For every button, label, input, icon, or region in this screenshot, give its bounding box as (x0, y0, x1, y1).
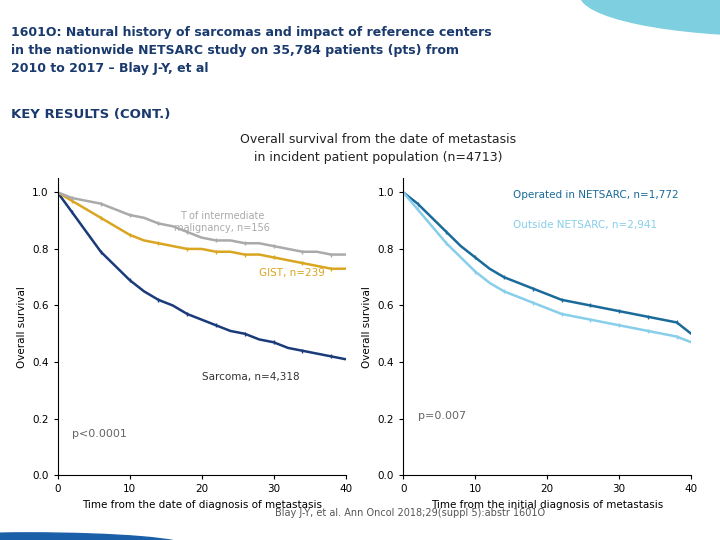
X-axis label: Time from the initial diagnosis of metastasis: Time from the initial diagnosis of metas… (431, 500, 663, 510)
Text: Outside NETSARC, n=2,941: Outside NETSARC, n=2,941 (513, 220, 657, 230)
Text: GIST, n=239: GIST, n=239 (259, 268, 325, 278)
Text: T of intermediate
malignancy, n=156: T of intermediate malignancy, n=156 (174, 211, 270, 233)
Text: Operated in NETSARC, n=1,772: Operated in NETSARC, n=1,772 (513, 190, 678, 200)
Text: p<0.0001: p<0.0001 (72, 429, 127, 438)
Text: KEY RESULTS (CONT.): KEY RESULTS (CONT.) (11, 108, 170, 122)
Text: Overall survival from the date of metastasis
in incident patient population (n=4: Overall survival from the date of metast… (240, 133, 516, 164)
Circle shape (0, 533, 187, 540)
Y-axis label: Overall survival: Overall survival (362, 286, 372, 368)
Text: Sarcoma, n=4,318: Sarcoma, n=4,318 (202, 372, 300, 382)
X-axis label: Time from the date of diagnosis of metastasis: Time from the date of diagnosis of metas… (81, 500, 322, 510)
Ellipse shape (580, 0, 720, 37)
Y-axis label: Overall survival: Overall survival (17, 286, 27, 368)
Text: 1601O: Natural history of sarcomas and impact of reference centers
in the nation: 1601O: Natural history of sarcomas and i… (11, 26, 492, 75)
Text: p=0.007: p=0.007 (418, 411, 466, 421)
Text: Blay J-Y, et al. Ann Oncol 2018;29(suppl 5):abstr 1601O: Blay J-Y, et al. Ann Oncol 2018;29(suppl… (275, 508, 546, 518)
